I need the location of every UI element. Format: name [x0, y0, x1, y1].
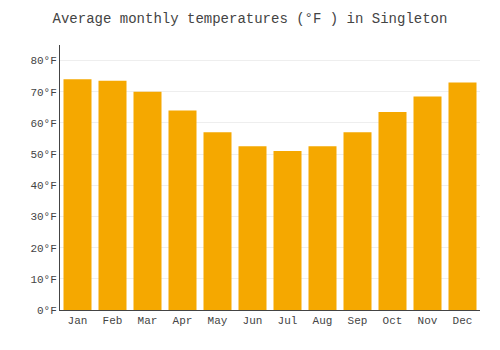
svg-text:Apr: Apr	[173, 315, 193, 327]
svg-text:Jun: Jun	[243, 315, 263, 327]
svg-text:Nov: Nov	[418, 315, 438, 327]
svg-text:50°F: 50°F	[30, 149, 56, 161]
svg-text:10°F: 10°F	[30, 274, 56, 286]
svg-text:Jan: Jan	[68, 315, 88, 327]
svg-text:Jul: Jul	[278, 315, 298, 327]
svg-text:80°F: 80°F	[30, 55, 56, 67]
svg-text:Sep: Sep	[348, 315, 368, 327]
svg-text:20°F: 20°F	[30, 243, 56, 255]
svg-text:30°F: 30°F	[30, 211, 56, 223]
svg-text:Oct: Oct	[383, 315, 403, 327]
svg-text:May: May	[208, 315, 228, 327]
svg-text:Dec: Dec	[453, 315, 473, 327]
svg-text:Aug: Aug	[313, 315, 333, 327]
svg-text:Feb: Feb	[103, 315, 123, 327]
svg-text:60°F: 60°F	[30, 118, 56, 130]
svg-text:70°F: 70°F	[30, 87, 56, 99]
svg-text:0°F: 0°F	[37, 305, 57, 317]
svg-text:Average monthly temperatures (: Average monthly temperatures (°F ) in Si…	[53, 11, 448, 27]
svg-text:40°F: 40°F	[30, 180, 56, 192]
svg-text:Mar: Mar	[138, 315, 158, 327]
